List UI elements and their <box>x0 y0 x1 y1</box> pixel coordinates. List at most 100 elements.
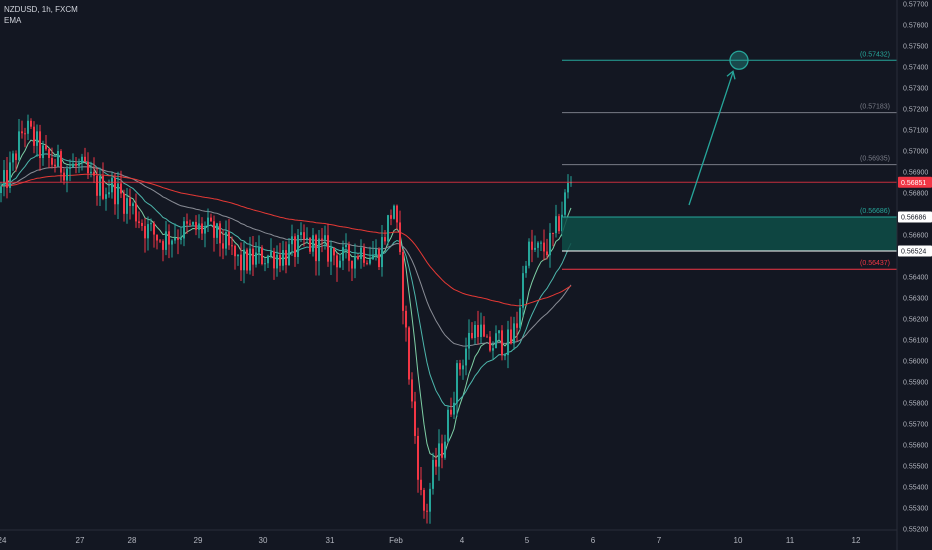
candle-body <box>501 330 503 356</box>
candle-body <box>345 244 347 248</box>
candle-body <box>522 273 524 308</box>
candle-body <box>21 131 23 134</box>
candle-body <box>183 221 185 239</box>
candle-body <box>489 336 491 351</box>
candle-body <box>276 254 278 269</box>
price-tick-label: 0.55500 <box>903 464 928 471</box>
candle-body <box>111 177 113 193</box>
candle-body <box>564 192 566 215</box>
price-tick-label: 0.55700 <box>903 422 928 429</box>
candle-body <box>504 355 506 357</box>
price-tick-label: 0.55400 <box>903 485 928 492</box>
price-tick-label: 0.57700 <box>903 2 928 9</box>
target-zone <box>562 216 897 251</box>
candle-body <box>552 232 554 234</box>
price-level-label: (0.56686) <box>860 208 890 215</box>
candle-body <box>33 126 35 146</box>
candle-body <box>546 251 548 256</box>
candle-body <box>543 242 545 252</box>
candle-body <box>498 330 500 334</box>
candle-body <box>267 255 269 264</box>
ema-lines <box>0 138 572 459</box>
candle-body <box>45 145 47 150</box>
candle-body <box>315 235 317 262</box>
candle-body <box>474 324 476 339</box>
candle-body <box>297 234 299 257</box>
candle-body <box>120 183 122 194</box>
candle-body <box>354 256 356 269</box>
candle-body <box>384 237 386 242</box>
candle-body <box>237 254 239 257</box>
candle-body <box>216 223 218 238</box>
price-tick-label: 0.55900 <box>903 380 928 387</box>
time-tick-label: 11 <box>786 536 795 545</box>
ema-indicator-label[interactable]: EMA <box>4 16 22 25</box>
time-tick-label: 30 <box>259 536 268 545</box>
price-tick-label: 0.56000 <box>903 359 928 366</box>
price-axis-badge <box>898 176 932 188</box>
candle-body <box>198 223 200 230</box>
drawings: (0.57432) (0.57183) (0.56935) (0.56686) (0.5… <box>0 50 897 270</box>
candle-body <box>525 265 527 274</box>
candle-body <box>450 409 452 415</box>
candle-body <box>456 363 458 403</box>
candle-body <box>117 183 119 205</box>
price-tick-label: 0.55600 <box>903 443 928 450</box>
candle-body <box>519 307 521 328</box>
candle-body <box>555 216 557 234</box>
candle-body <box>249 248 251 271</box>
candle-body <box>375 249 377 255</box>
candle-body <box>390 215 392 219</box>
candle-body <box>36 131 38 146</box>
candle-body <box>78 162 80 166</box>
price-tick-label: 0.56100 <box>903 338 928 345</box>
candle-body <box>480 324 482 337</box>
candle-body <box>447 409 449 442</box>
candle-body <box>366 262 368 264</box>
candle-body <box>438 443 440 467</box>
price-tick-label: 0.57100 <box>903 128 928 135</box>
time-tick-label: 27 <box>76 536 85 545</box>
price-tick-label: 0.55800 <box>903 401 928 408</box>
candle-body <box>69 167 71 169</box>
candle-body <box>9 162 11 188</box>
candle-body <box>357 256 359 259</box>
candle-body <box>537 242 539 248</box>
candle-body <box>213 221 215 238</box>
candle-body <box>6 170 8 188</box>
candle-body <box>186 221 188 224</box>
price-tick-label: 0.55300 <box>903 506 928 513</box>
candle-body <box>207 217 209 227</box>
symbol-title[interactable]: NZDUSD, 1h, FXCM <box>4 5 78 14</box>
candle-body <box>327 235 329 262</box>
candle-body <box>534 247 536 250</box>
ema-slow-line <box>0 166 572 347</box>
time-tick-label: 24 <box>0 536 7 545</box>
candle-body <box>72 163 74 168</box>
candle-body <box>285 250 287 266</box>
price-tick-label: 0.57400 <box>903 65 928 72</box>
time-tick-label: 7 <box>657 536 662 545</box>
candle-body <box>333 247 335 256</box>
candle-body <box>351 260 353 269</box>
candle-body <box>192 221 194 225</box>
candle-body <box>27 120 29 134</box>
candle-body <box>225 232 227 249</box>
candle-body <box>246 249 248 271</box>
candle-body <box>162 241 164 250</box>
ema-long-line <box>0 173 572 307</box>
candle-body <box>261 247 263 265</box>
candle-body <box>408 327 410 380</box>
candle-body <box>243 249 245 271</box>
price-axis-bg <box>897 0 932 550</box>
price-axis-badge <box>898 211 932 223</box>
candle-body <box>324 235 326 240</box>
candle-body <box>258 247 260 253</box>
candle-body <box>144 226 146 239</box>
candle-body <box>222 243 224 249</box>
price-level-label: (0.56437) <box>860 260 890 267</box>
candle-body <box>240 254 242 271</box>
candle-body <box>567 182 569 193</box>
candle-body <box>24 133 26 135</box>
